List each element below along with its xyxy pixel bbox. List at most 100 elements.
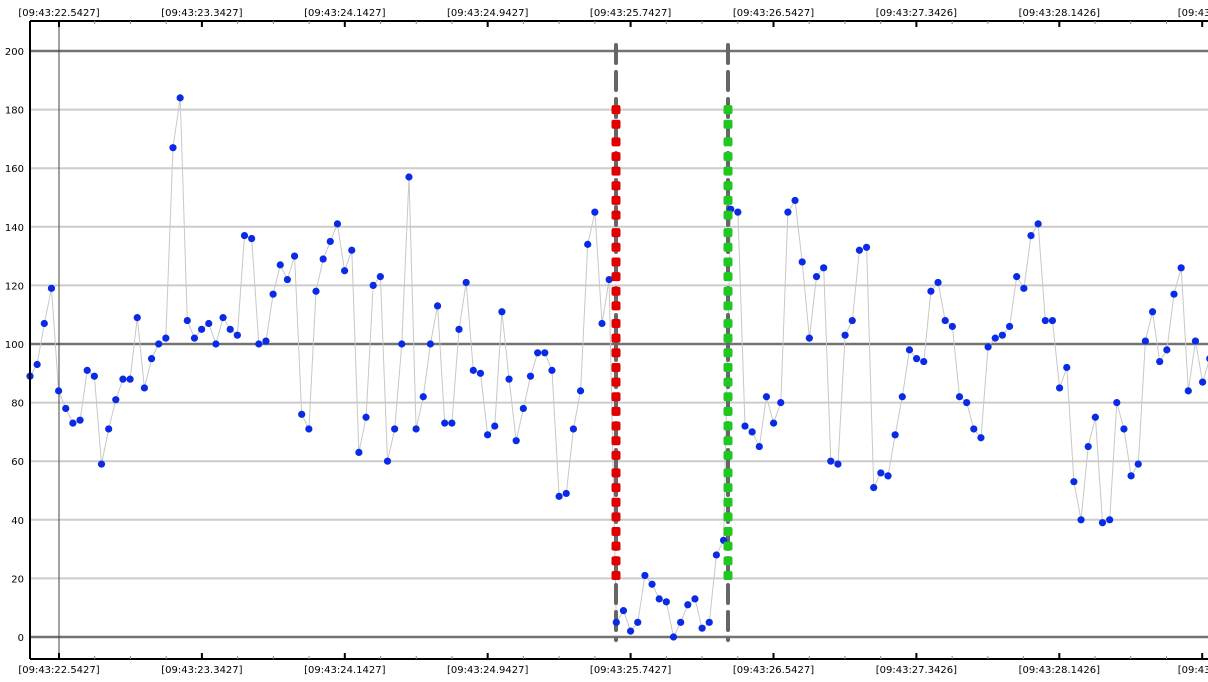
range-marker-square	[611, 377, 621, 387]
data-point	[69, 419, 77, 427]
data-point	[383, 457, 392, 465]
data-point	[83, 366, 91, 374]
data-point	[97, 460, 106, 468]
data-point	[362, 413, 370, 421]
x-tick-label-bottom: [09:43:26.5427]	[733, 665, 814, 676]
data-point	[412, 425, 420, 433]
data-point	[934, 278, 942, 287]
data-point	[169, 144, 177, 152]
data-point	[534, 349, 542, 357]
x-tick-label-top: [09:43:22.5427]	[18, 8, 99, 19]
data-point	[1156, 357, 1164, 366]
data-point	[948, 322, 956, 331]
range-marker-square	[611, 541, 621, 551]
data-point	[655, 595, 663, 603]
range-marker-square	[611, 362, 621, 372]
data-point	[555, 492, 563, 500]
x-tick-label-top: [09:43:26.5427]	[733, 8, 814, 19]
data-point	[405, 173, 413, 181]
data-point	[1034, 220, 1042, 228]
data-point	[276, 261, 284, 269]
range-marker-square	[723, 301, 733, 311]
range-marker-square	[723, 497, 733, 507]
range-marker-square	[611, 242, 621, 252]
data-point	[898, 393, 906, 401]
data-point	[262, 337, 270, 345]
x-tick-label-top: [09:43:27.3426]	[876, 8, 957, 19]
range-marker-square	[723, 392, 733, 402]
y-tick-label: 120	[5, 281, 24, 292]
x-tick-label-bottom: [09:43:23.3427]	[161, 665, 242, 676]
y-tick-label: 0	[18, 633, 24, 644]
data-point	[1106, 516, 1114, 524]
range-marker-square	[611, 392, 621, 402]
range-marker-square	[723, 195, 733, 205]
range-marker-square	[723, 527, 733, 537]
data-point	[398, 340, 406, 348]
data-point	[519, 404, 527, 413]
data-point	[112, 396, 120, 404]
range-marker-square	[611, 348, 621, 358]
range-marker-square	[611, 421, 621, 431]
data-point	[226, 325, 234, 333]
data-point	[491, 422, 499, 430]
range-marker-square	[723, 119, 733, 129]
range-marker-square	[611, 333, 621, 343]
data-point	[498, 308, 506, 316]
data-point	[977, 434, 985, 442]
x-tick-label-bottom: [09:43:25.7427]	[590, 665, 671, 676]
x-tick-label-bottom: [09:43:22.5427]	[18, 665, 99, 676]
data-point	[205, 319, 213, 328]
data-point	[1134, 460, 1142, 468]
data-point	[341, 267, 349, 275]
range-marker-square	[611, 450, 621, 460]
range-marker-square	[611, 210, 621, 220]
data-point	[541, 349, 549, 357]
data-point	[1191, 337, 1200, 345]
data-point	[812, 273, 821, 281]
data-point	[1120, 425, 1128, 433]
data-point	[705, 618, 713, 626]
data-point	[469, 366, 477, 374]
data-point	[634, 618, 642, 626]
data-point	[684, 601, 692, 609]
range-marker-square	[611, 151, 621, 161]
y-tick-label: 140	[5, 223, 24, 234]
x-tick-label-bottom: [09:43:24.9427]	[447, 665, 528, 676]
data-point	[691, 595, 699, 603]
x-tick-label-top: [09:43:24.1427]	[304, 8, 385, 19]
range-marker-square	[611, 119, 621, 129]
range-marker-square	[723, 362, 733, 372]
data-point	[355, 448, 363, 457]
data-point	[627, 627, 635, 635]
range-marker-square	[611, 468, 621, 478]
data-point	[133, 314, 141, 322]
data-point	[941, 316, 949, 325]
data-point	[584, 240, 592, 248]
data-point	[770, 419, 778, 427]
data-point	[1077, 516, 1085, 524]
data-point	[1041, 316, 1049, 325]
data-point	[1027, 231, 1035, 240]
range-marker-square	[723, 406, 733, 416]
range-marker-square	[723, 483, 733, 493]
data-point	[741, 422, 749, 430]
data-point	[862, 243, 871, 251]
data-point	[140, 384, 148, 392]
range-marker-square	[611, 512, 621, 522]
data-point	[376, 273, 384, 281]
data-point	[755, 442, 763, 451]
range-marker-square	[611, 195, 621, 205]
data-point	[484, 431, 492, 439]
data-point	[777, 399, 785, 407]
data-point	[162, 334, 170, 342]
data-point	[183, 316, 191, 325]
range-marker-square	[723, 272, 733, 282]
data-point	[1084, 442, 1092, 451]
data-point	[505, 375, 513, 383]
range-marker-square	[611, 105, 621, 115]
data-point	[105, 425, 113, 433]
range-marker-square	[723, 318, 733, 328]
